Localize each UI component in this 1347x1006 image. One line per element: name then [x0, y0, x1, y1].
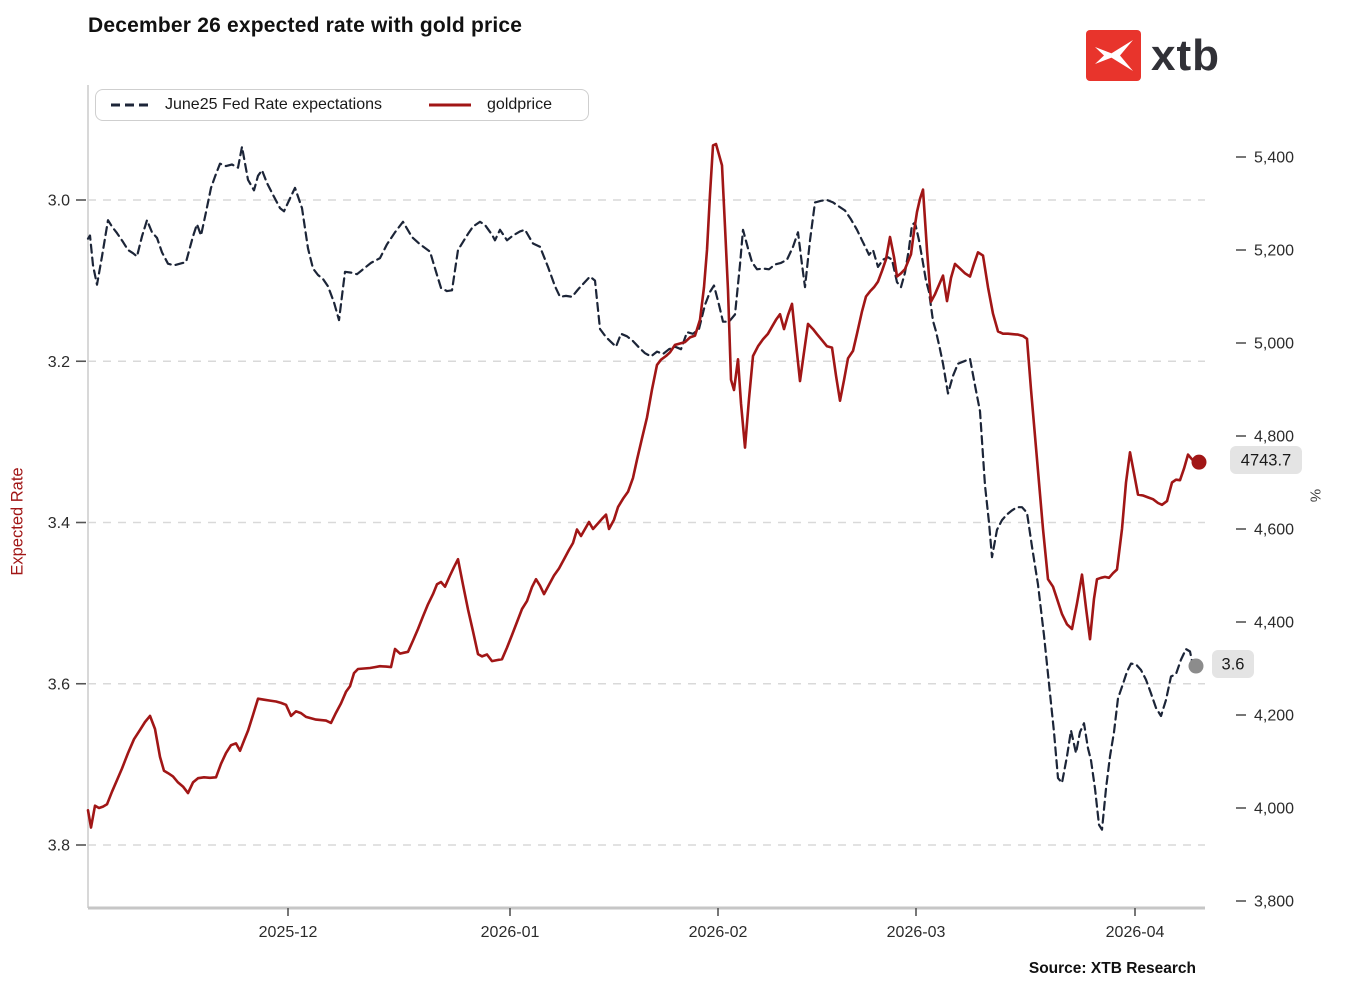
svg-text:5,400: 5,400: [1254, 150, 1294, 167]
rate-line-sample-icon: [111, 103, 149, 107]
svg-text:2026-04: 2026-04: [1106, 924, 1165, 941]
svg-text:3.6: 3.6: [1222, 656, 1245, 674]
xtb-logo: xtb: [1086, 30, 1220, 81]
svg-text:3.6: 3.6: [48, 676, 70, 693]
legend: June25 Fed Rate expectations goldprice: [95, 89, 589, 121]
gold-line-sample-icon: [429, 103, 472, 107]
svg-text:3.4: 3.4: [48, 515, 70, 532]
svg-text:4,600: 4,600: [1254, 522, 1294, 539]
svg-text:4,800: 4,800: [1254, 429, 1294, 446]
svg-text:4743.7: 4743.7: [1241, 452, 1291, 470]
legend-item-rate: June25 Fed Rate expectations: [165, 96, 383, 113]
svg-text:4,000: 4,000: [1254, 801, 1294, 818]
svg-text:3.8: 3.8: [48, 838, 70, 855]
svg-text:3,800: 3,800: [1254, 894, 1294, 911]
svg-text:2026-01: 2026-01: [481, 924, 540, 941]
legend-item-gold: goldprice: [487, 96, 552, 113]
svg-text:5,000: 5,000: [1254, 336, 1294, 353]
svg-text:2025-12: 2025-12: [259, 924, 318, 941]
svg-text:3.0: 3.0: [48, 193, 70, 210]
svg-text:4,200: 4,200: [1254, 708, 1294, 725]
svg-text:2026-03: 2026-03: [887, 924, 946, 941]
source-note: Source: XTB Research: [1028, 960, 1196, 977]
y-axis-label-left: Expected Rate: [8, 467, 27, 576]
svg-text:4,400: 4,400: [1254, 615, 1294, 632]
chart-title: December 26 expected rate with gold pric…: [88, 14, 523, 37]
svg-text:3.2: 3.2: [48, 354, 70, 371]
svg-text:2026-02: 2026-02: [689, 924, 748, 941]
svg-text:5,200: 5,200: [1254, 243, 1294, 260]
xtb-logo-text: xtb: [1151, 31, 1220, 80]
y-axis-label-right: %: [1306, 488, 1324, 503]
xtb-logo-mark-icon: [1086, 30, 1141, 81]
